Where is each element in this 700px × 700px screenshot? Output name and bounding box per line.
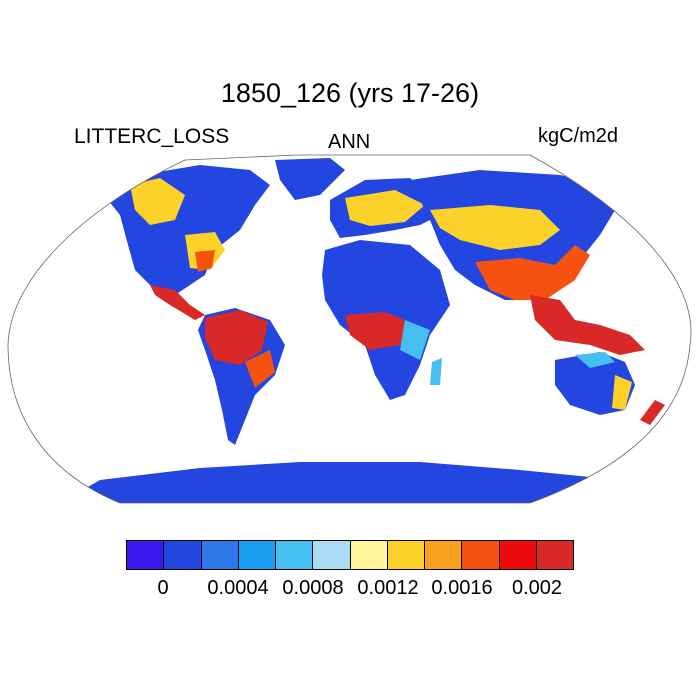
europe-mid [345, 190, 425, 226]
colorbar-swatch [164, 541, 202, 569]
greenland [275, 158, 345, 200]
amazon [205, 310, 268, 365]
east-africa [400, 320, 430, 360]
southeast-us [195, 250, 215, 272]
madagascar [430, 358, 442, 385]
colorbar-swatch [127, 541, 165, 569]
colorbar-swatch [499, 541, 537, 569]
variable-label: LITTERC_LOSS [74, 125, 230, 148]
colorbar-swatch [536, 541, 573, 569]
colorbar-swatch [313, 541, 351, 569]
central-asia-mid [430, 205, 560, 250]
colorbar-tick-label: 0 [157, 577, 169, 599]
antarctica [60, 462, 680, 503]
colorbar-swatch [238, 541, 276, 569]
australia-north [575, 352, 615, 368]
colorbar-tick-label: 0.0012 [357, 577, 419, 599]
north-america-warm [130, 178, 185, 225]
colorbar-swatch [276, 541, 314, 569]
units-label: kgC/m2d [538, 125, 619, 147]
colorbar-tick-label: 0.002 [511, 577, 563, 599]
southern-brazil [245, 350, 275, 388]
central-america [150, 285, 205, 320]
colorbar-swatch [462, 541, 500, 569]
colorbar-swatch [201, 541, 239, 569]
india-china [475, 245, 590, 300]
australia-east [612, 375, 632, 410]
plot-title: 1850_126 (yrs 17-26) [220, 78, 480, 108]
southeast-asia [530, 295, 645, 355]
colorbar-swatch [350, 541, 388, 569]
period-label: ANN [328, 131, 371, 153]
colorbar-swatch [387, 541, 425, 569]
colorbar-swatch [425, 541, 463, 569]
colorbar [126, 540, 574, 570]
new-zealand [640, 400, 665, 425]
colorbar-tick-label: 0.0016 [431, 577, 493, 599]
north-america [100, 165, 270, 295]
colorbar-tick-label: 0.0008 [282, 577, 344, 599]
map-border [7, 154, 692, 504]
land-regions [60, 158, 680, 503]
central-africa [345, 312, 410, 350]
colorbar-tick-label: 0.0004 [207, 577, 269, 599]
